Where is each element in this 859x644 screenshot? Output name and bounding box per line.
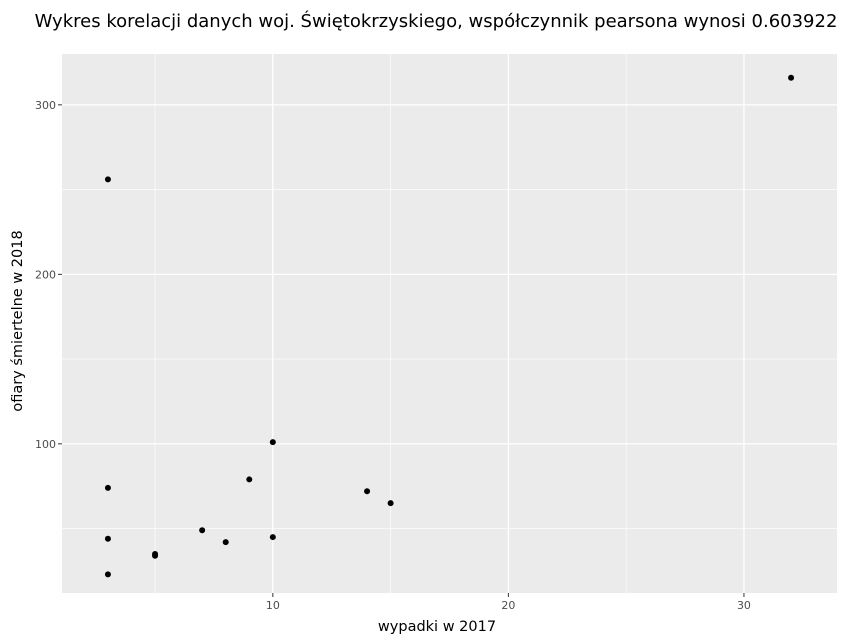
data-point (269, 534, 276, 541)
data-point (104, 535, 111, 542)
data-point (104, 176, 111, 183)
y-tick-label: 100 (35, 438, 56, 451)
data-point (152, 552, 159, 559)
data-point (387, 500, 394, 507)
tick-labels: 10 20 30 100 200 300 (35, 99, 751, 612)
data-point (269, 439, 276, 446)
data-point (222, 539, 229, 546)
axis-ticks (58, 104, 745, 597)
data-point (788, 74, 795, 81)
y-tick-label: 200 (35, 268, 56, 281)
data-point (364, 488, 371, 495)
data-point (199, 527, 206, 534)
minor-gridlines (62, 54, 837, 593)
major-gridlines (62, 54, 837, 593)
data-point (246, 476, 253, 483)
x-tick-label: 20 (501, 599, 515, 612)
x-tick-label: 10 (266, 599, 280, 612)
y-axis-title: ofiary śmiertelne w 2018 (10, 230, 26, 411)
data-points (104, 74, 795, 578)
chart-title: Wykres korelacji danych woj. Świętokrzys… (35, 10, 838, 32)
data-point (104, 571, 111, 578)
data-point (104, 484, 111, 491)
x-tick-label: 30 (737, 599, 751, 612)
x-axis-title: wypadki w 2017 (378, 619, 496, 635)
y-tick-label: 300 (35, 99, 56, 112)
plot-panel (62, 54, 837, 593)
